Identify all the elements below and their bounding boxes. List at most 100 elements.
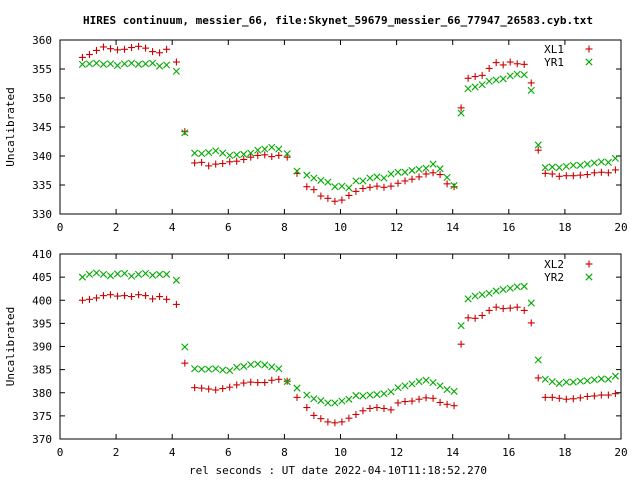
data-point [92,46,100,54]
legend-marker [585,58,593,66]
data-point [99,60,108,68]
data-point [268,143,276,151]
data-point [583,392,591,400]
data-point [261,379,269,387]
data-point [555,394,563,402]
data-point [583,160,591,168]
data-point [457,340,465,348]
data-point [429,378,437,387]
data-point [293,167,301,175]
data-point [359,184,367,192]
data-point [562,162,570,171]
data-point [457,109,465,117]
data-point [181,128,189,136]
x-tick-label: 4 [169,221,176,234]
data-point [576,377,584,385]
data-point [590,392,598,400]
data-point [520,71,528,79]
data-point [548,393,556,401]
data-point [99,292,107,300]
series-XL1 [78,42,619,205]
data-point [513,283,521,291]
data-point [562,395,570,403]
data-point [172,300,180,308]
data-point [380,174,388,182]
y-tick-label: 330 [32,208,52,221]
data-point [499,286,507,294]
data-point [181,343,189,351]
data-point [345,395,353,403]
data-point [506,72,514,80]
data-point [172,276,180,284]
data-point [293,384,301,392]
chart-title: HIRES continuum, messier_66, file:Skynet… [83,14,593,27]
data-point [492,59,500,67]
x-tick-label: 16 [502,221,515,234]
legend-marker [585,273,593,281]
data-point [352,410,360,418]
data-point [548,378,556,386]
data-point [464,295,472,303]
data-point [240,379,248,387]
data-point [394,384,402,392]
data-point [141,60,150,68]
data-point [506,304,514,312]
data-point [471,73,479,81]
data-point [541,169,549,177]
data-point [345,191,353,199]
data-point [148,59,157,67]
x-tick-label: 0 [57,446,64,459]
data-point [520,306,528,314]
data-point [422,394,430,402]
y-tick-label: 360 [32,34,52,47]
data-point [506,284,514,292]
y-tick-label: 370 [32,433,52,446]
data-point [436,398,444,406]
data-point [464,85,472,93]
data-point [99,43,107,51]
data-point [303,404,311,412]
data-point [205,365,213,373]
data-point [590,159,598,167]
data-point [562,172,570,180]
data-point [548,163,556,171]
data-point [191,384,199,392]
data-point [436,165,444,173]
data-point [106,272,115,280]
data-point [492,287,500,295]
data-point [212,160,220,168]
data-point [331,183,339,191]
data-point [331,399,339,407]
data-point [513,303,521,311]
x-tick-label: 10 [334,221,347,234]
data-point [338,196,346,204]
data-point [527,79,535,87]
data-point [205,148,213,157]
data-point [394,168,402,176]
data-point [191,149,199,157]
data-point [415,378,423,386]
data-point [436,382,444,390]
x-tick-label: 6 [225,446,232,459]
data-point [85,270,94,278]
data-point [415,395,423,403]
data-point [569,378,577,386]
x-tick-label: 6 [225,221,232,234]
y-tick-label: 385 [32,364,52,377]
data-point [520,60,528,68]
data-point [198,158,206,166]
data-point [366,391,374,399]
data-point [268,153,276,161]
data-point [317,415,325,423]
x-tick-label: 18 [558,221,571,234]
data-point [499,305,507,313]
data-point [134,270,143,278]
data-point [275,375,283,383]
data-point [394,179,402,187]
x-tick-label: 0 [57,221,64,234]
data-point [583,377,591,385]
data-point [172,58,180,66]
data-point [373,182,381,190]
data-point [604,375,612,383]
x-tick-label: 2 [113,221,120,234]
